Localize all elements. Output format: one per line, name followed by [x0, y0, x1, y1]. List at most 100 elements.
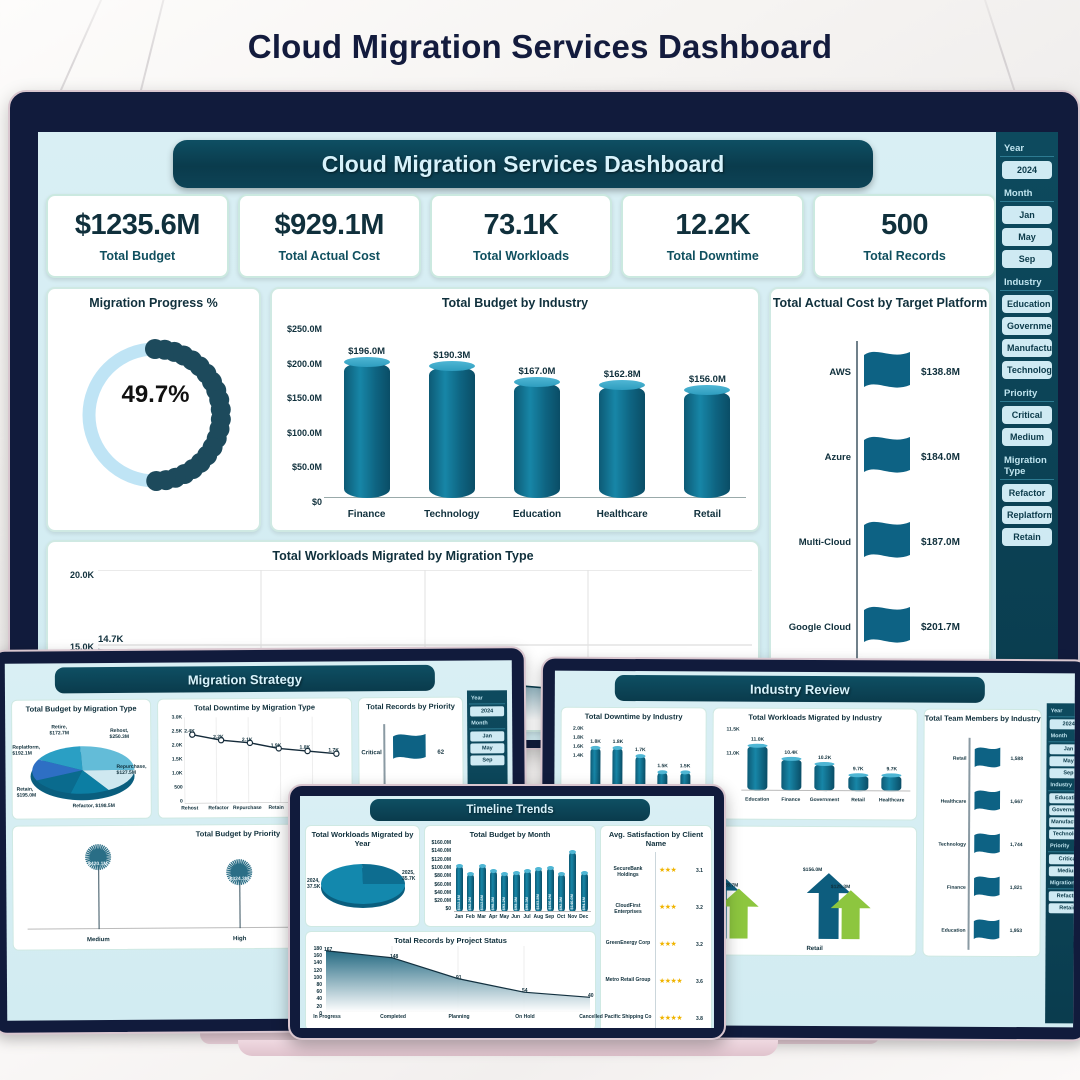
progress-donut-chart	[48, 315, 263, 525]
flag-row[interactable]: Retail 1,588	[924, 740, 1042, 783]
bar-column[interactable]: $94.1M	[580, 871, 588, 912]
bar-column[interactable]: 9.7K Retail	[848, 766, 869, 803]
filter-item[interactable]: 2024	[1002, 161, 1052, 179]
flag-chart-axis	[856, 341, 858, 677]
satisfaction-row[interactable]: SecureBank Holdings ★★★ 3.1	[601, 856, 713, 890]
bar-column[interactable]: $95.3M	[512, 870, 520, 912]
industry-review-filter-panel[interactable]: Year 2024 Month Jan May Sep Industry Education G…	[1045, 703, 1075, 1024]
bar-column[interactable]: $167.0M Education	[513, 366, 561, 520]
filter-item[interactable]: Education	[1002, 295, 1052, 313]
flag-category-label: Multi-Cloud	[798, 537, 851, 548]
filter-item[interactable]: Manufacturing	[1049, 817, 1075, 828]
bar-column[interactable]: $190.3M Technology	[424, 350, 479, 520]
filter-item[interactable]: Refactor	[1002, 484, 1052, 502]
flag-icon	[974, 833, 1000, 854]
filter-item[interactable]: Education	[1049, 793, 1075, 804]
flag-row[interactable]: Azure $184.0M	[771, 426, 993, 498]
filter-item[interactable]: Manufacturing	[1002, 339, 1052, 357]
flag-row[interactable]: Technology 1,744	[924, 826, 1042, 869]
bar-column[interactable]: $196.0M Finance	[343, 346, 390, 520]
flag-row[interactable]: AWS $138.8M	[771, 341, 993, 413]
bar-column[interactable]: 11.0K Education	[745, 736, 769, 802]
bar-column[interactable]: $103.5M	[535, 867, 543, 912]
satisfaction-row[interactable]: GreenEnergy Corp ★★★ 3.2	[601, 930, 713, 964]
bar-column[interactable]: $92.3M	[558, 871, 565, 912]
filter-item[interactable]: Government	[1049, 805, 1075, 816]
bar-column[interactable]: 9.7K Healthcare	[879, 767, 905, 804]
downtime-by-migration-type-card[interactable]: Total Downtime by Migration Type 3.0K 2.5…	[157, 697, 353, 819]
pie-label-retire: Retire, $172.7M	[49, 724, 70, 737]
filter-item[interactable]: Replatform	[1002, 506, 1052, 524]
bar-column[interactable]: $99.3M	[524, 869, 531, 912]
filter-item[interactable]: Medium	[1048, 866, 1075, 877]
budget-by-industry-card[interactable]: Total Budget by Industry $250.0M $200.0M $…	[270, 287, 760, 532]
bar-column[interactable]: 1.8K	[590, 739, 601, 788]
filter-item[interactable]: Technology	[1049, 829, 1075, 840]
filter-item[interactable]: Sep	[1049, 768, 1075, 779]
kpi-card-total-actual-cost[interactable]: $929.1M Total Actual Cost	[237, 194, 421, 278]
bar-column[interactable]: $156.0M Retail	[684, 374, 731, 520]
y-tick: 120	[313, 967, 322, 974]
bar-column[interactable]: 10.2K Government	[810, 755, 839, 803]
kpi-card-total-records[interactable]: 500 Total Records	[813, 194, 996, 278]
main-filter-panel[interactable]: Year 2024 Month Jan May Sep Industry Education G…	[996, 132, 1058, 740]
filter-item[interactable]: May	[1002, 228, 1052, 246]
filter-item[interactable]: Jan	[1002, 206, 1052, 224]
filter-item[interactable]: 2024	[1049, 719, 1075, 730]
filter-item[interactable]: Jan	[470, 731, 505, 742]
workloads-by-industry-card[interactable]: Total Workloads Migrated by Industry 11.…	[712, 707, 918, 821]
client-name-label: SecureBank Holdings	[613, 866, 643, 878]
filter-item[interactable]: Sep	[1002, 250, 1052, 268]
star-rating-icon: ★★★	[659, 904, 677, 911]
bar-column[interactable]: $112.6M	[478, 863, 486, 912]
bar-column[interactable]: $112.1M	[456, 863, 463, 912]
bar-column[interactable]: 1.8K	[613, 739, 623, 788]
bar-column[interactable]: $146.0M	[569, 849, 577, 912]
satisfaction-by-client-card[interactable]: Avg. Satisfaction by Client Name SecureB…	[600, 825, 712, 1028]
filter-item[interactable]: Critical	[1048, 854, 1075, 865]
arrow-group[interactable]: $156.0M $125.3M Retail	[803, 859, 903, 952]
kpi-card-total-budget[interactable]: $1235.6M Total Budget	[46, 194, 229, 278]
budget-by-month-card[interactable]: Total Budget by Month $160.0M $140.0M $120…	[424, 825, 596, 927]
y-tick: $150.0M	[286, 393, 322, 404]
bar-value-label: 10.4K	[784, 750, 798, 757]
filter-item[interactable]: Refactor	[1048, 891, 1075, 902]
records-by-project-status-card[interactable]: Total Records by Project Status 180 160 14…	[305, 931, 603, 1028]
satisfaction-row[interactable]: Metro Retail Group ★★★★ 3.6	[601, 967, 713, 1001]
flag-row[interactable]: Education 1,953	[923, 912, 1041, 955]
team-members-by-industry-card[interactable]: Total Team Members by Industry Retail 1,…	[922, 708, 1042, 958]
y-tick: $60.0M	[434, 881, 451, 888]
flag-row[interactable]: Healthcare 1,667	[924, 783, 1042, 826]
filter-item[interactable]: Government	[1002, 317, 1052, 335]
migration-progress-card[interactable]: Migration Progress % 49.7%	[46, 287, 261, 532]
flag-row[interactable]: Finance 1,821	[924, 869, 1042, 912]
workloads-by-year-card[interactable]: Total Workloads Migrated by Year 2024, 3…	[305, 825, 420, 927]
bar-column[interactable]: 10.4K Finance	[780, 750, 802, 803]
filter-item[interactable]: Sep	[470, 755, 505, 766]
flag-row[interactable]: Google Cloud $201.7M	[771, 596, 993, 668]
filter-item[interactable]: 2024	[470, 706, 505, 717]
filter-group-label: Priority	[1000, 383, 1054, 402]
filter-item[interactable]: Critical	[1002, 406, 1052, 424]
bar-column[interactable]: $92.2M	[467, 871, 475, 912]
actual-cost-by-platform-card[interactable]: Total Actual Cost by Target Platform AWS…	[769, 287, 991, 687]
records-by-priority-card[interactable]: Total Records by Priority Critical 62	[358, 696, 464, 818]
bar-column[interactable]: $106.2M	[546, 866, 554, 912]
filter-item[interactable]: Retain	[1048, 903, 1075, 914]
filter-item[interactable]: May	[470, 743, 505, 754]
bar-column[interactable]: $98.3M	[490, 869, 497, 912]
kpi-card-total-workloads[interactable]: 73.1K Total Workloads	[429, 194, 613, 278]
filter-item[interactable]: Retain	[1002, 528, 1052, 546]
filter-item[interactable]: Medium	[1002, 428, 1052, 446]
filter-item[interactable]: Technology	[1002, 361, 1052, 379]
budget-by-migration-type-card[interactable]: Total Budget by Migration Type Retire, $…	[11, 698, 152, 820]
filter-item[interactable]: May	[1049, 756, 1075, 767]
satisfaction-row[interactable]: Pacific Shipping Co ★★★★ 3.8	[601, 1004, 713, 1028]
satisfaction-row[interactable]: CloudFirst Enterprises ★★★ 3.2	[601, 893, 713, 927]
kpi-card-total-downtime[interactable]: 12.2K Total Downtime	[621, 194, 805, 278]
filter-item[interactable]: Jan	[1049, 744, 1075, 755]
flag-row[interactable]: Multi-Cloud $187.0M	[771, 511, 993, 583]
bar-column[interactable]: $93.2M	[501, 871, 509, 912]
bar-column[interactable]: $162.8M Healthcare	[597, 369, 648, 520]
rating-value-label: 3.2	[696, 942, 703, 948]
